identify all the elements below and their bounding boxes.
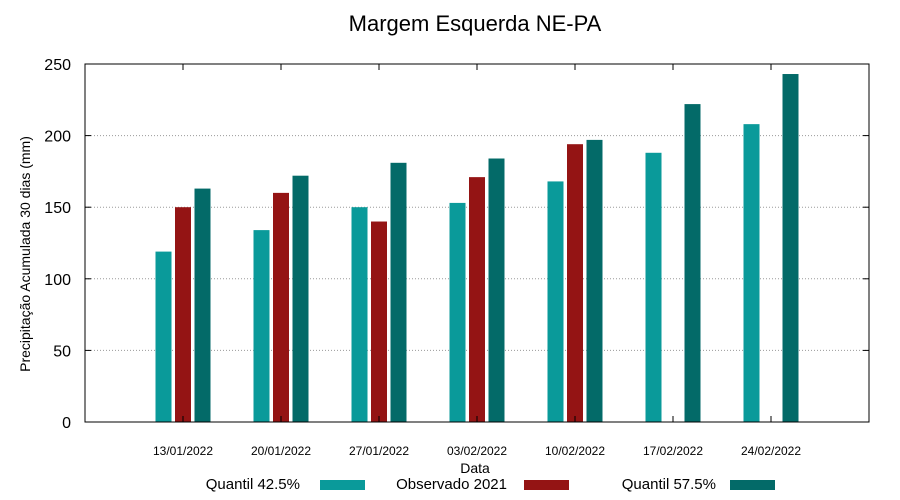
x-tick-label: 24/02/2022	[741, 444, 801, 458]
x-tick-label: 13/01/2022	[153, 444, 213, 458]
bar	[645, 152, 662, 422]
x-axis-label: Data	[460, 460, 490, 476]
bar	[175, 207, 191, 422]
bar	[194, 188, 211, 422]
bar	[469, 177, 485, 422]
bar	[743, 124, 760, 423]
x-tick-label: 17/02/2022	[643, 444, 703, 458]
bar	[547, 181, 564, 422]
bar	[351, 207, 368, 422]
bar	[253, 230, 270, 422]
legend: Quantil 42.5% Observado 2021 Quantil 57.5%	[206, 476, 775, 493]
y-tick-label: 150	[44, 200, 71, 217]
legend-label: Quantil 57.5%	[622, 476, 716, 493]
bar	[292, 175, 309, 422]
bar	[155, 251, 172, 422]
bar	[586, 139, 603, 422]
legend-label: Observado 2021	[396, 476, 507, 493]
bar	[488, 158, 505, 422]
bar	[567, 144, 583, 422]
bar	[449, 202, 466, 422]
y-tick-label: 50	[53, 343, 71, 360]
legend-label: Quantil 42.5%	[206, 476, 300, 493]
y-axis-label: Precipitação Acumulada 30 dias (mm)	[17, 136, 33, 372]
bars	[155, 74, 799, 423]
y-tick-label: 100	[44, 272, 71, 289]
y-tick-label: 250	[44, 57, 71, 74]
bar	[273, 192, 289, 422]
y-tick-label: 0	[62, 415, 71, 432]
x-tick-label: 10/02/2022	[545, 444, 605, 458]
x-tick-label: 20/01/2022	[251, 444, 311, 458]
bar	[782, 74, 799, 423]
legend-swatch	[524, 480, 569, 490]
x-tick-label: 27/01/2022	[349, 444, 409, 458]
bar	[390, 162, 407, 423]
bar	[371, 221, 387, 422]
bar	[684, 104, 701, 422]
ticks: 0 50 100 150 200 250 13/01/2022 20/01/2022 27/01…	[44, 57, 869, 458]
x-tick-label: 03/02/2022	[447, 444, 507, 458]
chart-title: Margem Esquerda NE-PA	[349, 11, 602, 36]
y-tick-label: 200	[44, 129, 71, 146]
legend-swatch	[320, 480, 365, 490]
legend-swatch	[730, 480, 775, 490]
